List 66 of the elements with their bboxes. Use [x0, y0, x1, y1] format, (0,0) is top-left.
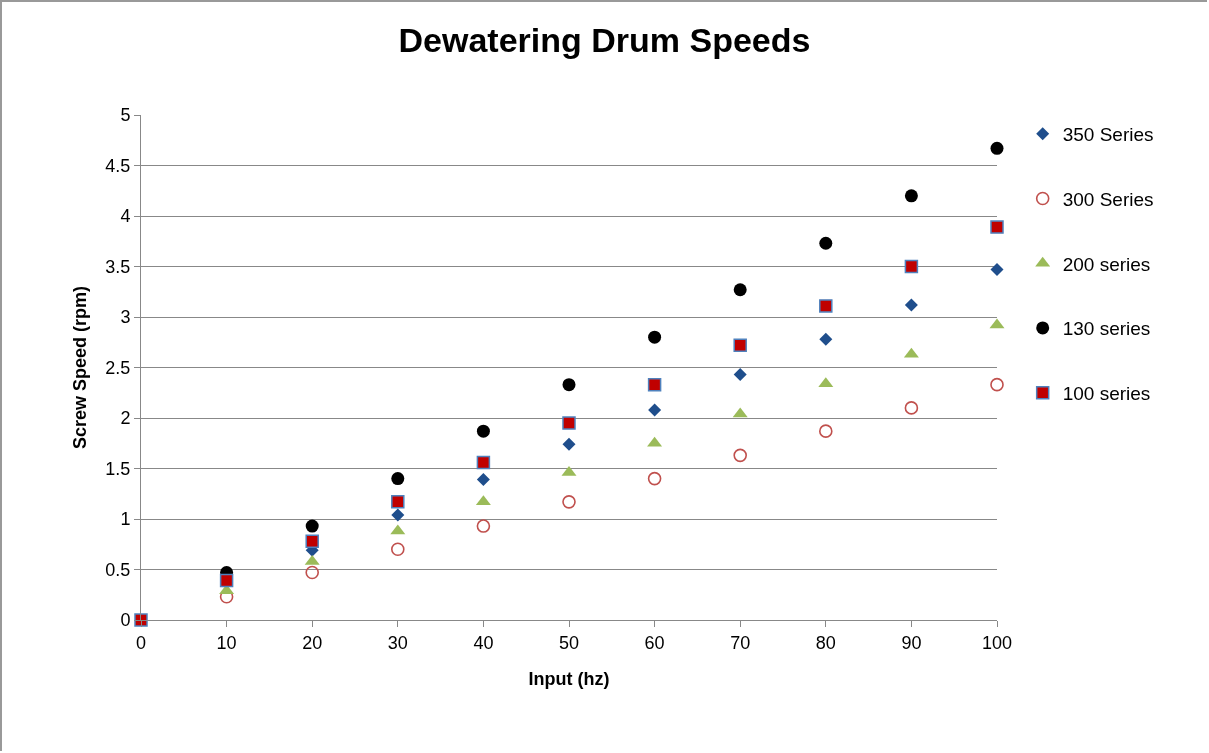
y-tick-label: 2	[120, 408, 131, 429]
point	[733, 368, 747, 382]
point	[647, 471, 662, 486]
point	[562, 416, 576, 430]
y-tick-label: 0	[120, 610, 131, 631]
point	[990, 263, 1004, 277]
point	[819, 236, 833, 250]
x-tick-label: 70	[730, 632, 751, 653]
x-tick-label: 20	[302, 632, 323, 653]
legend-label: 200 series	[1062, 253, 1151, 275]
point	[391, 542, 405, 557]
legend-label: 300 Series	[1062, 188, 1154, 210]
point	[562, 378, 576, 392]
point	[391, 495, 405, 509]
point	[733, 448, 747, 463]
chart-title: Dewatering Drum Speeds	[398, 21, 811, 60]
point	[647, 377, 662, 392]
y-tick-label: 5	[120, 105, 131, 126]
point	[733, 338, 747, 353]
y-tick-label: 4	[120, 206, 131, 227]
x-axis-title: Input (hz)	[528, 668, 610, 689]
x-tick-label: 80	[815, 632, 836, 653]
y-tick-label: 3	[120, 307, 131, 328]
x-tick-label: 30	[387, 632, 408, 653]
y-tick-label: 2.5	[105, 357, 131, 378]
point	[648, 403, 662, 417]
legend-label: 130 series	[1062, 318, 1151, 340]
y-tick-label: 4.5	[105, 155, 131, 176]
y-tick-label: 0.5	[105, 559, 131, 580]
point	[819, 299, 833, 313]
x-tick-label: 10	[216, 632, 237, 653]
point	[219, 573, 234, 588]
point	[305, 534, 319, 548]
x-tick-label: 40	[473, 632, 494, 653]
point	[648, 330, 662, 344]
point	[990, 377, 1004, 392]
point	[904, 401, 919, 415]
point	[819, 332, 833, 346]
legend-label: 100 series	[1062, 383, 1151, 405]
point	[476, 473, 490, 487]
point	[904, 189, 918, 203]
y-tick-label: 1	[120, 509, 131, 530]
x-tick-label: 60	[644, 632, 665, 653]
x-tick-label: 0	[135, 632, 147, 653]
x-tick-label: 90	[901, 632, 922, 653]
point	[562, 495, 576, 509]
point	[990, 141, 1004, 155]
point	[476, 519, 491, 533]
point	[305, 519, 319, 533]
point	[904, 298, 918, 312]
point	[562, 437, 576, 451]
y-axis-title: Screw Speed (rpm)	[69, 285, 90, 450]
point	[819, 424, 833, 438]
x-tick-label: 50	[558, 632, 580, 653]
point	[391, 472, 405, 486]
point	[476, 455, 491, 470]
legend-label: 350 Series	[1062, 124, 1154, 146]
x-tick-label: 100	[981, 632, 1013, 653]
point	[476, 424, 490, 438]
y-tick-label: 1.5	[105, 458, 131, 479]
y-tick-label: 3.5	[105, 256, 131, 277]
point	[305, 565, 319, 580]
point	[990, 220, 1004, 234]
point	[391, 508, 405, 522]
point	[904, 259, 919, 274]
point	[733, 283, 747, 297]
